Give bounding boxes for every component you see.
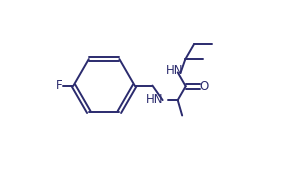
Text: O: O: [200, 80, 209, 93]
Text: HN: HN: [166, 64, 183, 77]
Text: HN: HN: [146, 93, 164, 106]
Text: F: F: [55, 79, 62, 92]
